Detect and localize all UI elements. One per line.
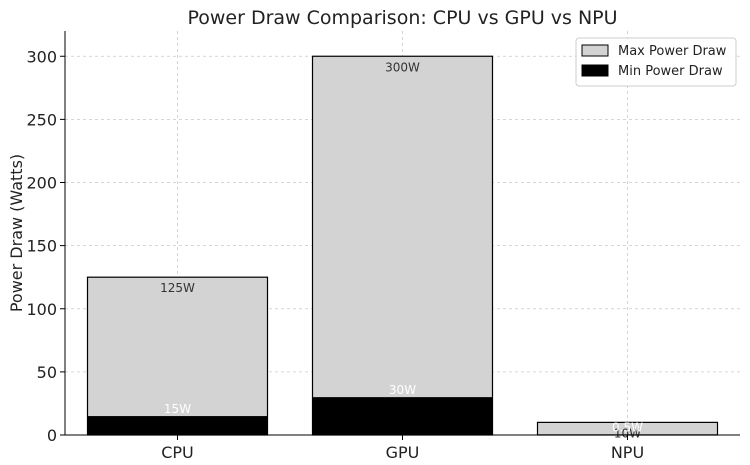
y-tick-label-150: 150 xyxy=(26,237,57,256)
y-axis-label: Power Draw (Watts) xyxy=(7,154,26,312)
x-tick-label-cpu: CPU xyxy=(161,443,194,462)
data-labels: 125W 300W 10W 15W 30W 0.5W xyxy=(160,60,643,440)
y-tick-label-100: 100 xyxy=(26,300,57,319)
legend-swatch-min-power-draw xyxy=(581,64,609,77)
y-tick-label-200: 200 xyxy=(26,174,57,193)
y-tick-label-0: 0 xyxy=(47,426,57,445)
x-tick-label-npu: NPU xyxy=(611,443,644,462)
legend-label-min-power-draw: Min Power Draw xyxy=(618,64,723,79)
y-tick-label-250: 250 xyxy=(26,110,57,129)
bar-max-power-draw-cpu xyxy=(86,276,269,436)
axes: 0 50 100 150 200 250 300 CPU GPU NPU xyxy=(26,31,740,462)
x-tick-label-gpu: GPU xyxy=(386,443,420,462)
bar-max-power-draw-gpu xyxy=(311,55,494,436)
y-tick-label-50: 50 xyxy=(37,363,57,382)
data-label-max-power-draw-npu: 10W xyxy=(614,426,641,440)
bar-min-power-draw-gpu xyxy=(312,397,493,435)
data-label-max-power-draw-gpu: 300W xyxy=(385,60,420,74)
y-tick-label-300: 300 xyxy=(26,47,57,66)
legend-swatch-max-power-draw xyxy=(581,44,609,57)
data-label-min-power-draw-cpu: 15W xyxy=(164,402,191,416)
legend-label-max-power-draw: Max Power Draw xyxy=(618,44,727,59)
bar-min-power-draw-cpu xyxy=(87,416,268,435)
data-label-min-power-draw-npu: 0.5W xyxy=(612,420,643,434)
legend: Max Power Draw Min Power Draw xyxy=(575,37,737,87)
legend-box xyxy=(575,37,737,87)
data-label-min-power-draw-gpu: 30W xyxy=(389,383,416,397)
chart-title: Power Draw Comparison: CPU vs GPU vs NPU xyxy=(187,7,617,29)
data-label-max-power-draw-cpu: 125W xyxy=(160,281,195,295)
